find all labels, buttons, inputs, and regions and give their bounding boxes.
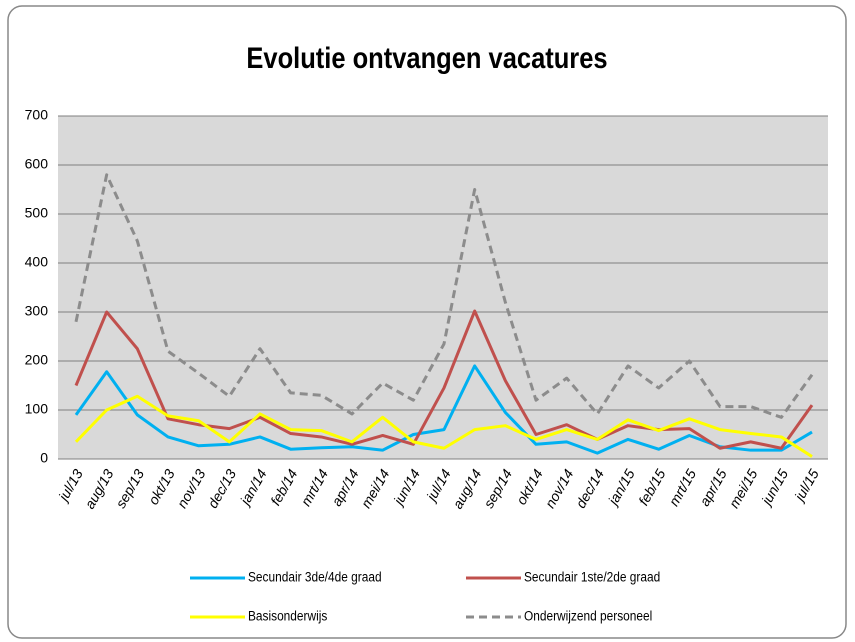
y-tick-label: 300 (25, 303, 49, 319)
legend-label: Basisonderwijs (248, 608, 328, 624)
y-tick-label: 500 (25, 205, 49, 221)
plot-area (58, 116, 828, 459)
y-tick-label: 600 (25, 156, 49, 172)
y-tick-label: 400 (25, 254, 49, 270)
legend-label: Secundair 1ste/2de graad (524, 569, 660, 585)
legend-label: Secundair 3de/4de graad (248, 569, 382, 585)
legend-label: Onderwijzend personeel (524, 608, 652, 624)
y-tick-label: 700 (25, 107, 49, 123)
series-line (74, 173, 814, 419)
series-line (74, 309, 814, 450)
series-line (74, 394, 813, 458)
chart-title: Evolutie ontvangen vacatures (246, 41, 607, 74)
series-line (74, 364, 813, 455)
y-tick-label: 200 (25, 352, 49, 368)
y-tick-label: 0 (40, 450, 48, 466)
y-tick-label: 100 (25, 401, 49, 417)
